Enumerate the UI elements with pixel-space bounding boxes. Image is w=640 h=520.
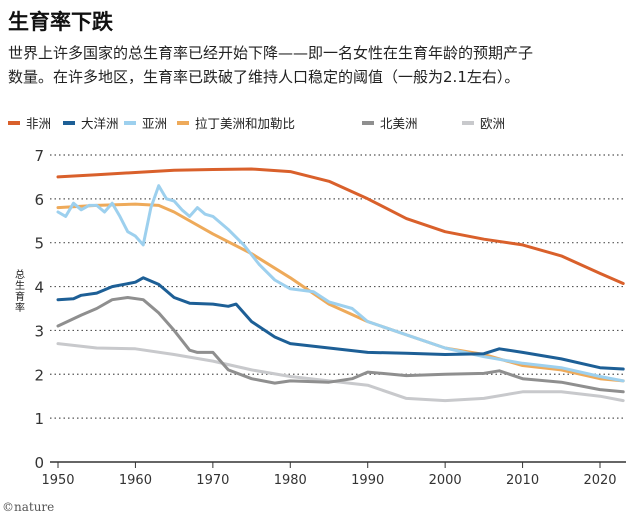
legend-item: 非洲 (8, 113, 51, 132)
chart-title: 生育率下跌 (8, 10, 113, 34)
legend-item: 欧洲 (462, 113, 505, 132)
x-tick-label: 2010 (506, 473, 539, 488)
x-tick-label: 2020 (583, 473, 616, 488)
legend-swatch (462, 120, 474, 125)
legend-label: 亚洲 (142, 116, 168, 131)
legend-label: 北美洲 (380, 116, 418, 131)
series-line-2 (56, 184, 625, 383)
legend-swatch (362, 120, 374, 125)
legend-swatch (8, 120, 20, 125)
legend-item: 大洋洲 (63, 113, 119, 132)
series-line-4 (56, 296, 625, 394)
y-tick-label: 2 (34, 366, 44, 384)
legend-swatch (124, 120, 136, 125)
y-tick-label: 1 (34, 410, 44, 428)
nature-logo: ©nature (2, 500, 55, 514)
legend-label: 拉丁美洲和加勒比 (195, 116, 296, 131)
series-line-5 (56, 342, 625, 403)
x-tick-label: 1960 (119, 473, 152, 488)
y-tick-label: 3 (34, 322, 44, 340)
y-tick-label: 7 (34, 147, 44, 165)
y-tick-label: 4 (34, 279, 44, 297)
y-tick-label: 5 (34, 235, 44, 253)
legend-item: 北美洲 (362, 113, 418, 132)
legend-swatch (63, 120, 75, 125)
x-tick-label: 1950 (41, 473, 74, 488)
x-tick-label: 2000 (429, 473, 462, 488)
x-tick-label: 1980 (274, 473, 307, 488)
y-axis-label: 总生育率 (15, 270, 25, 314)
legend-swatch (177, 120, 189, 125)
legend-item: 亚洲 (124, 113, 167, 132)
legend: 非洲 大洋洲 亚洲 拉丁美洲和加勒比 北美洲 欧洲 (0, 110, 640, 132)
legend-label: 非洲 (26, 116, 52, 131)
subtitle-line-2: 数量。在许多地区，生育率已跌破了维持人口稳定的阈值（一般为2.1左右）。 (8, 68, 520, 86)
legend-label: 欧洲 (480, 116, 506, 131)
x-tick-label: 1990 (351, 473, 384, 488)
series-line-1 (56, 276, 625, 371)
legend-label: 大洋洲 (81, 116, 119, 131)
series-line-0 (56, 167, 625, 285)
legend-item: 拉丁美洲和加勒比 (177, 113, 295, 132)
subtitle-line-1: 世界上许多国家的总生育率已经开始下降——即一名女性在生育年龄的预期产子 (8, 44, 534, 62)
y-tick-label: 0 (34, 454, 44, 472)
x-tick-label: 1970 (196, 473, 229, 488)
y-tick-label: 6 (34, 191, 44, 209)
